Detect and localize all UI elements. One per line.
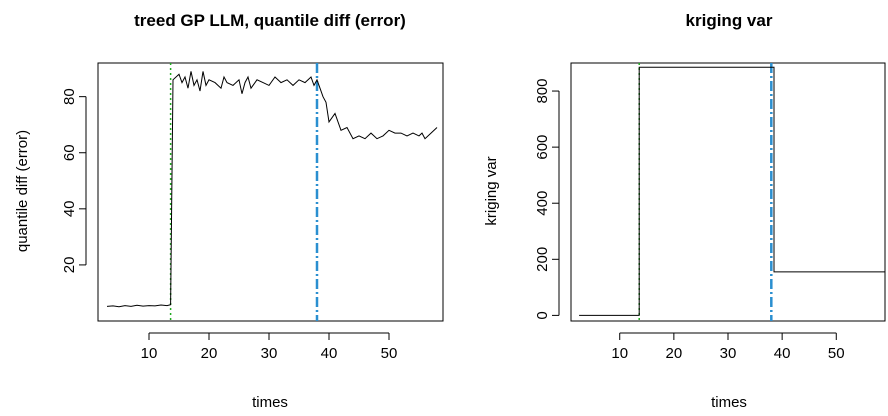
left-panel: treed GP LLM, quantile diff (error) time… — [14, 11, 444, 411]
left-x-tick-label: 10 — [141, 345, 158, 362]
left-x-tick-label: 30 — [261, 345, 278, 362]
left-x-tick-label: 40 — [321, 345, 338, 362]
right-x-tick-label: 50 — [828, 345, 845, 362]
right-y-axis-label: kriging var — [483, 156, 500, 225]
left-y-tick-label: 40 — [61, 200, 78, 217]
right-y-axis: 0 200 400 600 800 — [534, 79, 560, 320]
right-x-tick-label: 10 — [611, 345, 628, 362]
right-chart-title: kriging var — [686, 11, 773, 30]
right-y-tick-label: 600 — [534, 135, 551, 160]
right-x-axis: 10 20 30 40 50 — [611, 332, 845, 362]
left-plot-frame — [97, 62, 444, 322]
left-y-tick-label: 60 — [61, 144, 78, 161]
left-y-tick-label: 20 — [61, 257, 78, 274]
right-plot-frame — [570, 62, 886, 322]
right-y-tick-label: 400 — [534, 191, 551, 216]
left-series — [106, 71, 438, 308]
right-x-tick-label: 20 — [666, 345, 683, 362]
right-y-tick-label: 800 — [534, 79, 551, 104]
right-x-tick-label: 30 — [720, 345, 737, 362]
left-x-axis-label: times — [252, 394, 288, 411]
right-series-line — [579, 66, 885, 316]
left-x-axis: 10 20 30 40 50 — [141, 332, 398, 362]
left-event-lines — [169, 63, 319, 321]
right-y-tick-label: 200 — [534, 247, 551, 272]
left-chart-title: treed GP LLM, quantile diff (error) — [134, 11, 406, 30]
left-x-tick-label: 20 — [201, 345, 218, 362]
right-x-tick-label: 40 — [774, 345, 791, 362]
left-y-axis-label: quantile diff (error) — [14, 130, 31, 252]
left-x-tick-label: 50 — [381, 345, 398, 362]
right-panel: kriging var times kriging var 10 20 30 40 50… — [483, 11, 886, 411]
left-y-axis: 20 40 60 80 — [61, 88, 87, 274]
left-y-tick-label: 80 — [61, 88, 78, 105]
right-series — [579, 66, 885, 316]
right-y-tick-label: 0 — [534, 311, 551, 319]
left-series-line — [106, 71, 438, 308]
right-x-axis-label: times — [711, 394, 747, 411]
right-event-lines — [638, 63, 773, 321]
